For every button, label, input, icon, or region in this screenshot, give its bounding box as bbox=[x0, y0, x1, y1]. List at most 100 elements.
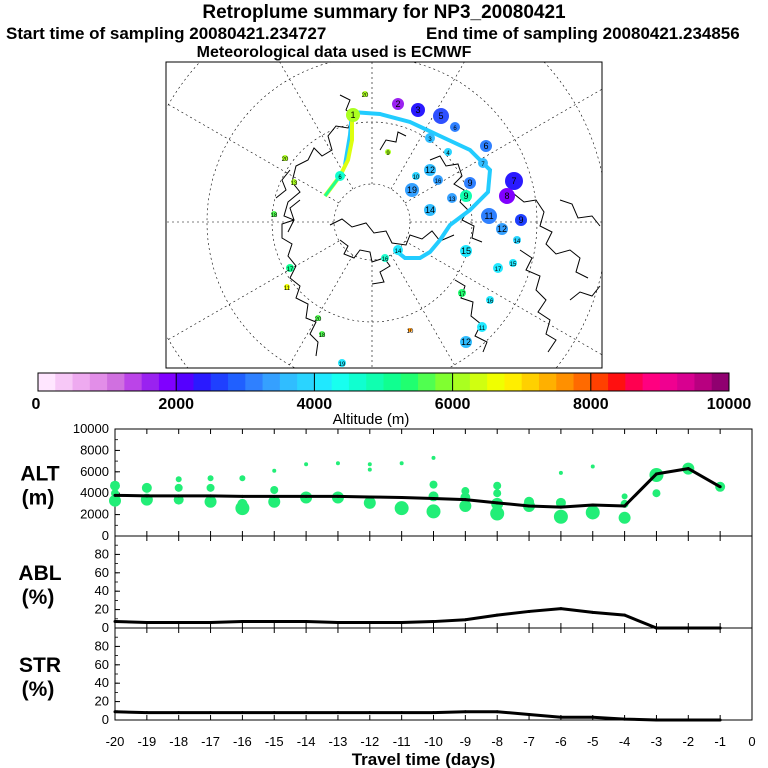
alt-scatter-point bbox=[237, 498, 248, 509]
alt-scatter-point bbox=[239, 475, 246, 482]
series-point bbox=[145, 711, 149, 715]
cluster-label: 3 bbox=[415, 105, 420, 115]
series-point bbox=[240, 711, 244, 715]
cluster-label: 16 bbox=[487, 299, 494, 305]
alt-scatter-point bbox=[618, 511, 631, 524]
cluster-dot bbox=[493, 263, 503, 273]
cluster-dot bbox=[405, 183, 419, 197]
cluster-label: 9 bbox=[463, 191, 468, 201]
cluster-dot bbox=[460, 190, 472, 202]
panel-frame bbox=[114, 535, 753, 629]
cluster-label: 19 bbox=[339, 362, 346, 368]
meridian-line bbox=[166, 102, 340, 204]
cluster-dot bbox=[515, 214, 527, 226]
cluster-label: 8 bbox=[504, 191, 509, 201]
alt-scatter-point bbox=[399, 461, 404, 466]
alt-scatter-point bbox=[367, 467, 372, 472]
series-point bbox=[113, 620, 117, 624]
y-tick-label: 80 bbox=[95, 638, 109, 653]
cluster-dot bbox=[481, 208, 497, 224]
cluster-dot bbox=[464, 177, 476, 189]
y-tick-label: 20 bbox=[95, 694, 109, 709]
series-point bbox=[209, 620, 213, 624]
alt-scatter-point bbox=[270, 485, 279, 494]
alt-scatter-point bbox=[524, 496, 535, 507]
y-tick-label: 6000 bbox=[80, 464, 109, 479]
cluster-dot bbox=[477, 322, 487, 332]
y-tick-label: 2000 bbox=[80, 507, 109, 522]
y-tick-label: 60 bbox=[95, 565, 109, 580]
y-tick-label: 80 bbox=[95, 546, 109, 561]
cluster-label: 18 bbox=[271, 213, 278, 219]
meridian-line bbox=[404, 88, 602, 204]
cluster-label: 20 bbox=[362, 93, 369, 99]
coastlines bbox=[275, 94, 601, 357]
meridian-line bbox=[279, 62, 354, 190]
alt-scatter-point bbox=[590, 464, 595, 469]
y-tick-label: 40 bbox=[95, 583, 109, 598]
x-tick-label: -18 bbox=[169, 734, 188, 749]
cluster-dot bbox=[450, 122, 460, 132]
series-point bbox=[240, 494, 244, 498]
panel-frame bbox=[114, 627, 753, 721]
cluster-label: 7 bbox=[511, 176, 516, 186]
cluster-dot bbox=[433, 175, 443, 185]
cluster-label: 12 bbox=[497, 224, 507, 234]
cluster-label: 12 bbox=[425, 165, 435, 175]
x-tick-label: -4 bbox=[619, 734, 631, 749]
cluster-dot bbox=[460, 245, 472, 257]
cluster-label: 13 bbox=[449, 197, 456, 203]
series-point bbox=[272, 494, 276, 498]
series-point bbox=[686, 467, 690, 471]
cluster-dot bbox=[393, 245, 403, 255]
series-point bbox=[718, 718, 722, 722]
cluster-label: 9 bbox=[518, 215, 523, 225]
y-tick-label: 10000 bbox=[73, 421, 109, 436]
x-tick-label: -12 bbox=[360, 734, 379, 749]
cluster-label: 7 bbox=[481, 162, 485, 168]
x-axis-label: Travel time (days) bbox=[352, 750, 496, 768]
alt-scatter-point bbox=[110, 480, 120, 491]
alt-scatter-point bbox=[553, 509, 568, 524]
meridian-line bbox=[390, 62, 465, 190]
cluster-dot bbox=[411, 103, 425, 117]
y-tick-label: 0 bbox=[102, 712, 109, 727]
series-point bbox=[495, 613, 499, 617]
cluster-dot bbox=[478, 158, 488, 168]
series-point bbox=[463, 710, 467, 714]
series-point bbox=[686, 718, 690, 722]
cluster-dot bbox=[509, 259, 517, 267]
series-point bbox=[113, 710, 117, 714]
cluster-dot bbox=[319, 331, 325, 337]
series-point bbox=[400, 495, 404, 499]
cluster-dot bbox=[335, 171, 345, 181]
alt-scatter-point bbox=[335, 461, 340, 466]
series-point bbox=[591, 503, 595, 507]
alt-scatter-point bbox=[175, 476, 182, 483]
alt-scatter-point bbox=[493, 481, 502, 490]
cluster-dot bbox=[346, 108, 360, 122]
cluster-label: 14 bbox=[395, 249, 402, 255]
y-axis-unit: (%) bbox=[22, 586, 55, 609]
x-tick-label: -16 bbox=[233, 734, 252, 749]
cluster-label: 17 bbox=[495, 267, 502, 273]
cluster-dot bbox=[458, 289, 466, 297]
x-tick-label: -14 bbox=[297, 734, 316, 749]
cluster-dot bbox=[424, 164, 436, 176]
start-time-label: Start time of sampling 20080421.234727 bbox=[6, 24, 327, 43]
series-point bbox=[145, 494, 149, 498]
cluster-dot bbox=[284, 284, 290, 290]
series-point bbox=[304, 711, 308, 715]
series-point bbox=[336, 711, 340, 715]
x-tick-label: -7 bbox=[523, 734, 535, 749]
alt-scatter-point bbox=[431, 455, 436, 460]
x-tick-label: -1 bbox=[714, 734, 726, 749]
y-tick-label: 0 bbox=[102, 528, 109, 543]
series-point bbox=[177, 620, 181, 624]
end-time-label: End time of sampling 20080421.234856 bbox=[426, 24, 740, 43]
alt-scatter-point bbox=[272, 468, 277, 473]
cluster-dot bbox=[496, 223, 508, 235]
series-line bbox=[114, 467, 721, 509]
y-tick-label: 0 bbox=[102, 620, 109, 635]
cluster-label: 12 bbox=[461, 337, 471, 347]
